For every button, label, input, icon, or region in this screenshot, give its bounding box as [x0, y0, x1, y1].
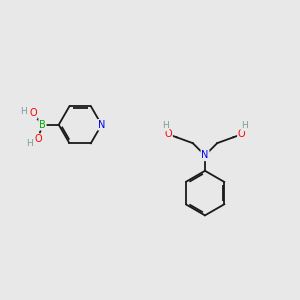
Text: B: B: [39, 120, 46, 130]
Text: O: O: [164, 129, 172, 139]
Text: O: O: [29, 108, 37, 118]
Text: H: H: [162, 122, 169, 130]
Text: H: H: [26, 139, 33, 148]
Text: N: N: [98, 120, 105, 130]
Text: O: O: [34, 134, 42, 144]
Text: H: H: [20, 107, 27, 116]
Text: N: N: [201, 150, 209, 160]
Text: H: H: [241, 122, 248, 130]
Text: O: O: [238, 129, 245, 139]
